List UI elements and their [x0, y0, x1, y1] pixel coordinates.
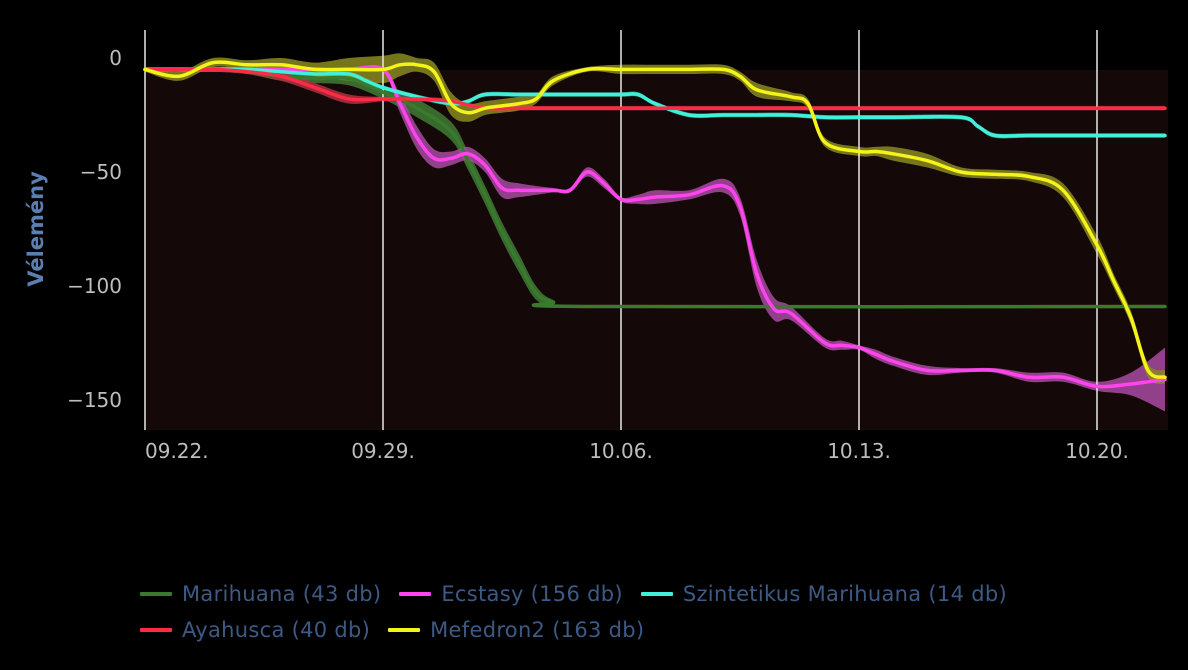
y-tick-label: −50 — [80, 160, 122, 184]
legend-item-szintetikus-marihuana[interactable]: Szintetikus Marihuana (14 db) — [640, 582, 1007, 606]
y-tick-label: 0 — [109, 46, 122, 70]
y-tick-label: −100 — [67, 274, 122, 298]
x-tick-label: 10.06. — [589, 439, 653, 463]
legend-swatch — [140, 592, 172, 596]
legend-label: Ecstasy (156 db) — [441, 582, 623, 606]
y-tick-label: −150 — [67, 388, 122, 412]
legend-item-ayahusca[interactable]: Ayahusca (40 db) — [140, 618, 370, 642]
legend-label: Mefedron2 (163 db) — [430, 618, 645, 642]
line-ayahusca — [143, 67, 1167, 111]
legend-label: Marihuana (43 db) — [182, 582, 382, 606]
x-tick-label: 09.22. — [145, 439, 209, 463]
line-szintetikus-marihuana — [143, 67, 1167, 138]
legend-swatch — [140, 628, 172, 632]
legend-swatch — [388, 628, 421, 632]
x-tick-label: 10.13. — [827, 439, 891, 463]
line-mefedron2 — [143, 60, 1167, 379]
x-axis-ticks: 09.22. 09.29. 10.06. 10.13. 10.20. — [145, 439, 1129, 463]
y-axis-ticks: 0 −50 −100 −150 — [67, 46, 122, 412]
legend-label: Szintetikus Marihuana (14 db) — [682, 582, 1007, 606]
legend: Marihuana (43 db) Ecstasy (156 db) Szint… — [140, 576, 1180, 648]
vertical-gridlines — [144, 30, 1098, 430]
legend-swatch — [640, 592, 673, 596]
legend-label: Ayahusca (40 db) — [182, 618, 371, 642]
legend-swatch — [399, 592, 432, 596]
y-axis-label: Vélemény — [24, 171, 48, 287]
legend-item-mefedron2[interactable]: Mefedron2 (163 db) — [388, 618, 644, 642]
x-tick-label: 09.29. — [351, 439, 415, 463]
series-lines — [143, 60, 1167, 389]
legend-row-2: Ayahusca (40 db) Mefedron2 (163 db) — [140, 612, 1180, 648]
x-tick-label: 10.20. — [1065, 439, 1129, 463]
legend-row-1: Marihuana (43 db) Ecstasy (156 db) Szint… — [140, 576, 1180, 612]
legend-item-marihuana[interactable]: Marihuana (43 db) — [140, 582, 381, 606]
legend-item-ecstasy[interactable]: Ecstasy (156 db) — [399, 582, 623, 606]
